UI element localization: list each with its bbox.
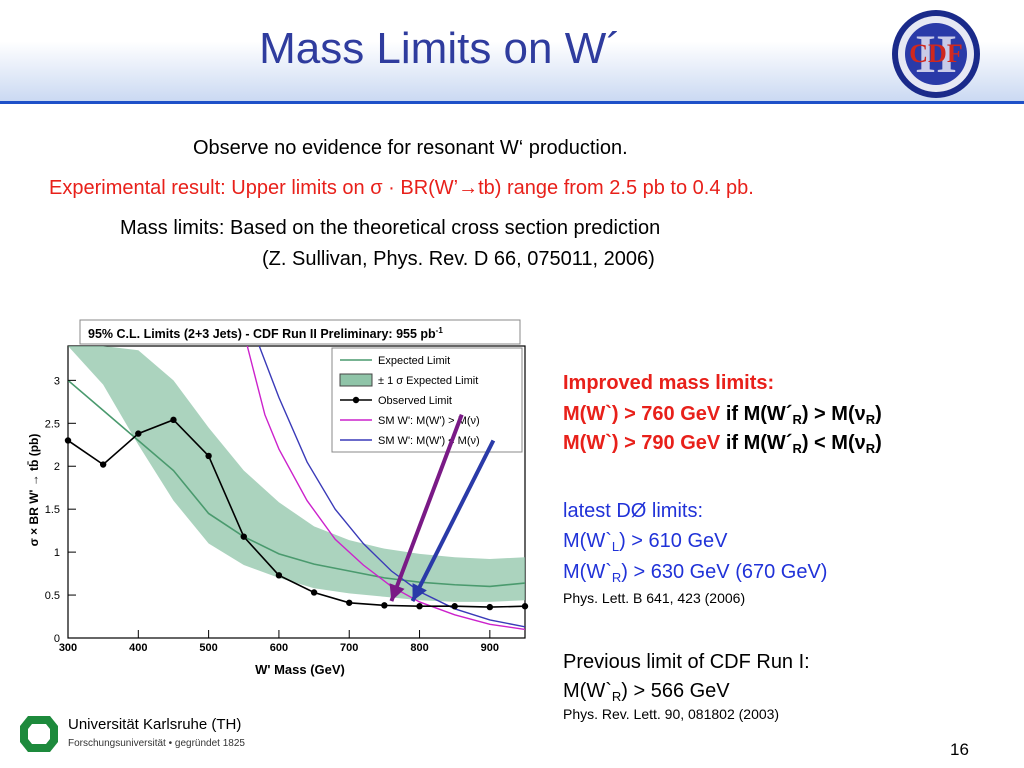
header-band [0, 0, 1024, 103]
x-tick-label: 400 [129, 642, 147, 654]
x-axis-label: W' Mass (GeV) [255, 662, 345, 677]
cdf-logo-numeral: II [915, 24, 957, 84]
y-tick-label: 3 [54, 375, 60, 387]
x-tick-label: 700 [340, 642, 358, 654]
x-tick-label: 800 [410, 642, 428, 654]
previous-heading: Previous limit of CDF Run I: [563, 651, 810, 673]
chart-title-box [79, 319, 521, 345]
observed-point [451, 603, 458, 610]
mass-limit-arrowhead [389, 583, 405, 602]
x-tick-label: 600 [270, 642, 288, 654]
observe-text: Observe no evidence for resonant W‘ prod… [193, 137, 628, 159]
d0-limit-left: M(W`L) > 610 GeV [563, 530, 728, 554]
x-tick-label: 300 [59, 642, 77, 654]
y-axis-label: σ × BR W' → tb̄ (pb) [27, 434, 41, 547]
observed-point [64, 437, 72, 444]
page-number: 16 [950, 740, 969, 759]
observed-point [135, 430, 142, 437]
observed-point [240, 533, 247, 540]
mass-limit-arrowhead [412, 583, 427, 602]
legend-label: Observed Limit [378, 395, 452, 407]
expected-band [68, 346, 525, 602]
limits-chart-svg: 95% C.L. Limits (2+3 Jets) - CDF Run II … [27, 319, 529, 677]
y-tick-label: 2.5 [45, 418, 60, 430]
observed-point [381, 602, 388, 609]
mass-limits-text: Mass limits: Based on the theoretical cr… [120, 217, 661, 239]
university-subtitle: Forschungsuniversität • gegründet 1825 [68, 738, 245, 749]
sm-lt-line [258, 346, 525, 628]
observed-point [99, 461, 107, 468]
improved-limit-1: M(W`) > 760 GeV if M(W´R) > M(νR) [563, 403, 882, 427]
observed-point [416, 603, 423, 610]
legend-label: SM W': M(W') < M(ν) [378, 435, 480, 447]
slide-title: Mass Limits on W´ [259, 24, 621, 73]
y-tick-label: 1 [54, 547, 60, 559]
improved-heading: Improved mass limits: [563, 372, 775, 394]
y-tick-label: 2 [54, 461, 60, 473]
observed-point [205, 452, 212, 460]
university-name: Universität Karlsruhe (TH) [68, 716, 242, 733]
observed-point [170, 416, 177, 424]
observed-point [310, 589, 318, 596]
mass-limit-arrow [389, 413, 464, 602]
cdf-logo-text: CDF [909, 39, 962, 68]
limits-chart: 95% C.L. Limits (2+3 Jets) - CDF Run II … [0, 310, 560, 690]
observed-point [486, 603, 494, 611]
legend-swatch [339, 373, 373, 387]
x-tick-label: 500 [199, 642, 217, 654]
chart-title: 95% C.L. Limits (2+3 Jets) - CDF Run II … [88, 326, 443, 341]
previous-reference: Phys. Rev. Lett. 90, 081802 (2003) [563, 706, 780, 722]
sullivan-reference: (Z. Sullivan, Phys. Rev. D 66, 075011, 2… [262, 248, 655, 270]
university-logo-icon [20, 716, 58, 752]
expected-limit-line [68, 379, 525, 588]
improved-limit-2: M(W`) > 790 GeV if M(W´R) < M(νR) [563, 432, 882, 456]
experimental-result-text: Experimental result: Upper limits on σ ·… [49, 177, 754, 199]
legend-label: SM W': M(W') > M(ν) [378, 415, 480, 427]
observed-point [275, 572, 283, 579]
sm-gt-line [246, 346, 525, 631]
y-tick-label: 0.5 [45, 590, 60, 602]
previous-limit: M(W`R) > 566 GeV [563, 680, 730, 704]
d0-reference: Phys. Lett. B 641, 423 (2006) [563, 590, 746, 606]
y-tick-label: 1.5 [45, 504, 60, 516]
d0-heading: latest DØ limits: [563, 500, 704, 522]
legend-swatch-dot [352, 396, 360, 404]
cdf-logo: II CDF [892, 10, 980, 98]
d0-limit-right: M(W`R) > 630 GeV (670 GeV) [563, 561, 828, 585]
y-tick-label: 0 [54, 633, 60, 645]
legend-label: Expected Limit [378, 355, 450, 367]
observed-point [346, 599, 353, 606]
x-tick-label: 900 [481, 642, 499, 654]
mass-limit-arrow [410, 439, 496, 602]
observed-point [521, 603, 529, 610]
observed-limit-line [68, 418, 525, 608]
legend-label: ± 1 σ Expected Limit [378, 375, 478, 387]
header-rule [0, 101, 1024, 104]
